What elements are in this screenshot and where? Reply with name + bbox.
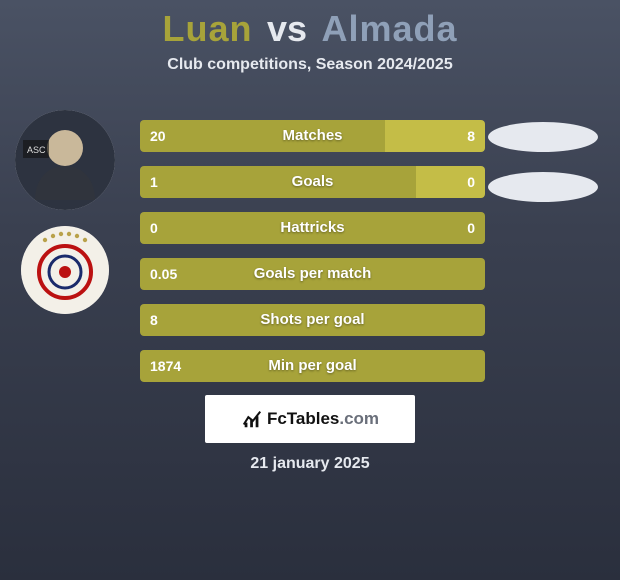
source-badge: FcTables.com [205, 395, 415, 443]
comparison-card: Luan vs Almada Club competitions, Season… [0, 0, 620, 580]
chart-icon [241, 408, 263, 430]
stat-row: Shots per goal8 [140, 304, 485, 336]
stat-bars: Matches208Goals10Hattricks00Goals per ma… [140, 120, 485, 396]
stat-value-left: 0 [150, 212, 158, 244]
player1-name: Luan [163, 8, 253, 50]
stat-row: Matches20 8 [140, 120, 485, 152]
vs-label: vs [267, 8, 307, 50]
stat-value-left: 1874 [150, 350, 181, 382]
player1-club-badge [21, 226, 109, 314]
badge-text: FcTables.com [267, 409, 379, 429]
stat-label: Hattricks [140, 212, 485, 244]
player2-club-placeholder [488, 172, 598, 202]
stat-row: Hattricks0 0 [140, 212, 485, 244]
right-avatars [488, 122, 608, 222]
left-avatars: ASC [10, 110, 120, 330]
stat-label: Shots per goal [140, 304, 485, 336]
stat-value-left: 20 [150, 120, 166, 152]
stat-row: Goals1 0 [140, 166, 485, 198]
player2-avatar-placeholder [488, 122, 598, 152]
club-badge-icon [21, 226, 109, 314]
title-row: Luan vs Almada [0, 0, 620, 50]
stat-label: Min per goal [140, 350, 485, 382]
player2-name: Almada [321, 8, 457, 50]
badge-text-bold: FcTables [267, 409, 339, 428]
stat-value-right: 0 [467, 212, 475, 244]
stat-value-left: 0.05 [150, 258, 177, 290]
stat-value-right: 8 [467, 120, 475, 152]
stat-row: Min per goal1874 [140, 350, 485, 382]
stat-value-right: 0 [467, 166, 475, 198]
badge-text-light: .com [339, 409, 379, 428]
avatar-tag: ASC [27, 145, 46, 155]
subtitle: Club competitions, Season 2024/2025 [0, 56, 620, 74]
stat-value-left: 1 [150, 166, 158, 198]
stat-label: Matches [140, 120, 485, 152]
footer-date: 21 january 2025 [0, 455, 620, 473]
stat-label: Goals [140, 166, 485, 198]
player1-avatar: ASC [15, 110, 115, 210]
stat-value-left: 8 [150, 304, 158, 336]
avatar-placeholder-icon: ASC [15, 110, 115, 210]
stat-label: Goals per match [140, 258, 485, 290]
stat-row: Goals per match0.05 [140, 258, 485, 290]
